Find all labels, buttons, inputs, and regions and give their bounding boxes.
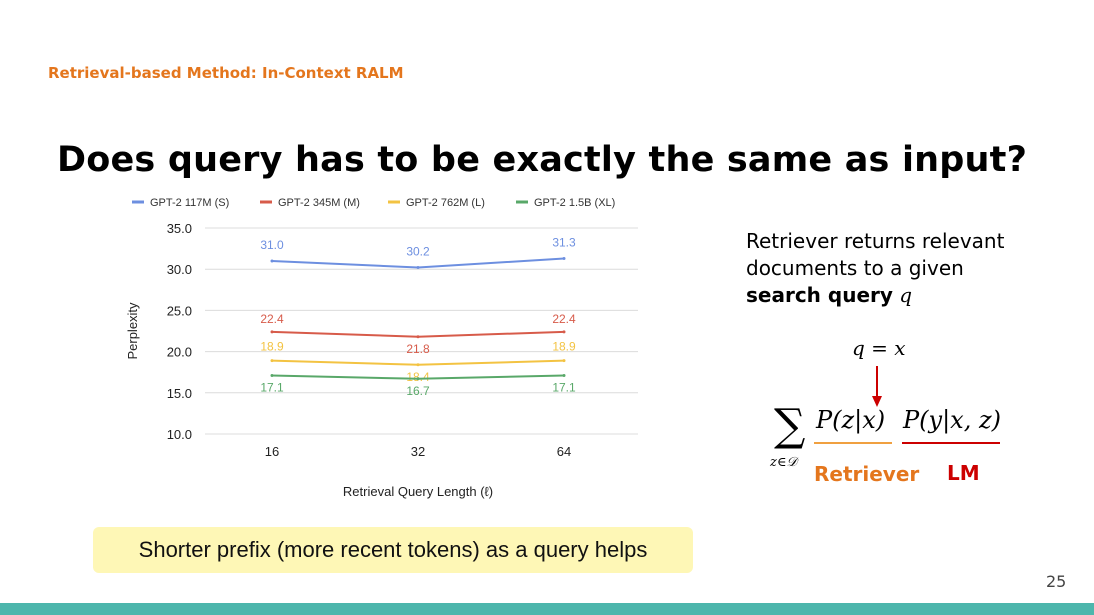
y-axis-label: Perplexity [125,302,140,360]
data-point-0-2 [562,256,566,260]
data-label-0-2: 31.3 [552,235,576,249]
data-label-3-0: 17.1 [260,380,284,394]
data-label-2-1: 18.4 [406,370,430,384]
data-label-3-1: 16.7 [406,384,430,398]
sum-symbol: ∑ [774,400,805,451]
perplexity-line-chart: GPT-2 117M (S) GPT-2 345M (M) GPT-2 762M (… [125,197,638,499]
section-title: Retrieval-based Method: In-Context RALM [48,64,404,82]
data-point-2-2 [562,359,566,363]
data-label-0-0: 31.0 [260,238,284,252]
ralm-formula: ∑ z∈𝒟 P(z|x) P(y|x, z) [769,366,1001,470]
y-tick-label-1: 15.0 [167,386,192,401]
x-tick-label-0: 16 [265,444,279,459]
lm-term: P(y|x, z) [902,406,1001,435]
data-label-0-1: 30.2 [406,245,430,259]
data-label-1-2: 22.4 [552,312,576,326]
data-label-3-2: 17.1 [552,380,576,394]
y-tick-label-0: 10.0 [167,427,192,442]
legend-label-0: GPT-2 117M (S) [150,197,229,209]
data-label-1-1: 21.8 [406,342,430,356]
y-tick-label-4: 30.0 [167,262,192,277]
query-equals-input: q = x [852,336,906,360]
x-axis-label: Retrieval Query Length (ℓ) [343,484,493,499]
retriever-term: P(z|x) [815,406,885,435]
data-label-2-0: 18.9 [260,340,284,354]
query-arrow-head [872,396,882,407]
sum-subscript: z∈𝒟 [769,455,799,470]
data-point-1-0 [270,330,274,334]
x-tick-label-2: 64 [557,444,571,459]
data-point-1-2 [562,330,566,334]
legend-label-3: GPT-2 1.5B (XL) [534,197,615,209]
y-tick-label-2: 20.0 [167,345,192,360]
x-tick-label-1: 32 [411,444,425,459]
data-label-1-0: 22.4 [260,312,284,326]
data-point-2-1 [416,363,420,367]
data-point-0-0 [270,259,274,263]
data-point-3-2 [562,373,566,377]
data-point-0-1 [416,266,420,270]
page-number: 25 [1046,572,1067,591]
data-point-2-0 [270,359,274,363]
legend-label-2: GPT-2 762M (L) [406,197,485,209]
data-point-3-0 [270,373,274,377]
takeaway-callout: Shorter prefix (more recent tokens) as a… [93,527,693,573]
data-label-2-2: 18.9 [552,340,576,354]
data-point-3-1 [416,377,420,381]
data-point-1-1 [416,335,420,339]
retriever-description: Retriever returns relevant documents to … [746,228,1066,309]
y-tick-label-5: 35.0 [167,221,192,236]
retriever-label: Retriever [814,462,920,486]
query-variable: q [899,283,913,307]
legend-label-1: GPT-2 345M (M) [278,197,360,209]
description-bold: search query [746,283,893,307]
y-tick-label-3: 25.0 [167,303,192,318]
lm-label: LM [947,461,980,485]
bottom-accent-bar [0,603,1094,615]
slide-title: Does query has to be exactly the same as… [57,140,1028,180]
description-text: Retriever returns relevant documents to … [746,229,1005,280]
